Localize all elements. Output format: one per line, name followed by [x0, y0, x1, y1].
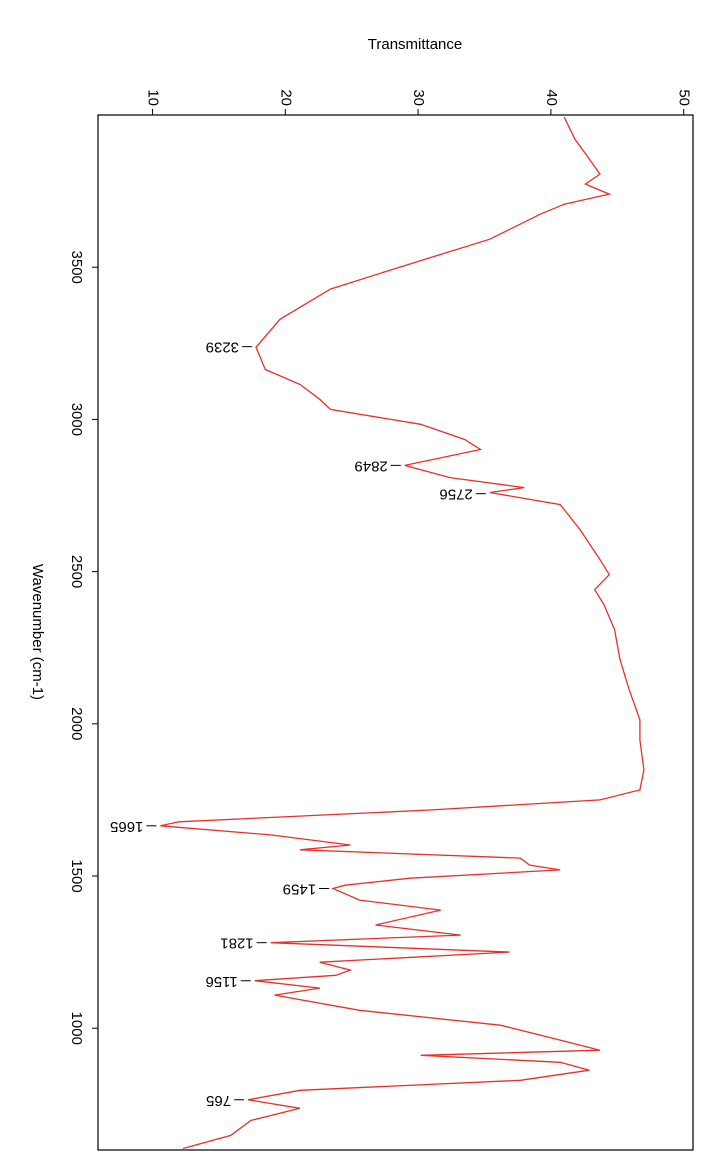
- x-tick-label: 3500: [68, 251, 85, 284]
- plot-frame: [97, 114, 694, 1151]
- peak-label: 2849: [354, 457, 387, 474]
- peak-label: 1156: [205, 973, 237, 990]
- spectrum-line: [160, 116, 645, 1150]
- peak-label: 2756: [439, 486, 472, 503]
- x-tick-label: 1000: [68, 1012, 85, 1045]
- peak-label: 3239: [206, 339, 239, 356]
- y-axis-label: Transmittance: [368, 36, 462, 53]
- y-tick-label: 20: [277, 89, 294, 106]
- peak-label: 1281: [220, 935, 253, 952]
- y-tick-label: 40: [543, 89, 560, 106]
- peak-label: 765: [206, 1092, 231, 1109]
- peak-label: 1459: [283, 881, 316, 898]
- x-tick-label: 2000: [68, 707, 85, 740]
- x-tick-label: 2500: [68, 555, 85, 588]
- y-tick-label: 50: [676, 89, 693, 106]
- x-tick-label: 3000: [68, 403, 85, 436]
- y-tick-label: 10: [144, 89, 161, 106]
- plot: Wavenumber (cm-1) 3500 3000 2500 2000 1500 10…: [29, 89, 694, 1151]
- x-axis-label: Wavenumber (cm-1): [29, 564, 46, 700]
- y-tick-label: 30: [410, 89, 427, 106]
- x-tick-label: 1500: [68, 859, 85, 892]
- peak-label: 1665: [110, 818, 143, 835]
